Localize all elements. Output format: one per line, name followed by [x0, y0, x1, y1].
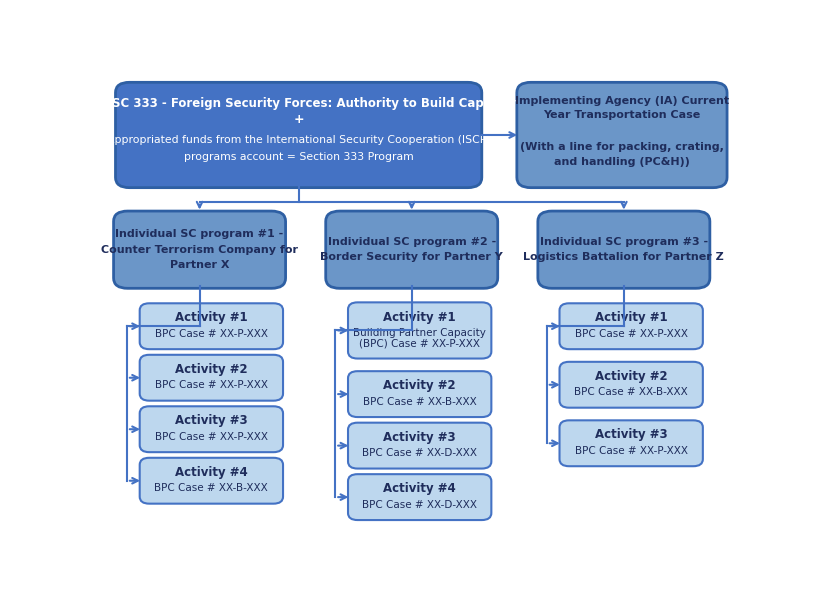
FancyBboxPatch shape	[326, 211, 497, 288]
Text: BPC Case # XX-P-XXX: BPC Case # XX-P-XXX	[575, 329, 688, 339]
FancyBboxPatch shape	[538, 211, 710, 288]
Text: Appropriated funds from the International Security Cooperation (ISCP): Appropriated funds from the Internationa…	[107, 135, 491, 145]
Text: Building Partner Capacity: Building Partner Capacity	[353, 328, 486, 338]
Text: BPC Case # XX-P-XXX: BPC Case # XX-P-XXX	[155, 432, 268, 442]
Text: Individual SC program #3 -: Individual SC program #3 -	[540, 237, 708, 247]
Text: BPC Case # XX-P-XXX: BPC Case # XX-P-XXX	[575, 446, 688, 456]
Text: (With a line for packing, crating,: (With a line for packing, crating,	[520, 142, 724, 151]
Text: BPC Case # XX-P-XXX: BPC Case # XX-P-XXX	[155, 380, 268, 390]
Text: Activity #2: Activity #2	[383, 379, 456, 392]
Text: Implementing Agency (IA) Current: Implementing Agency (IA) Current	[515, 96, 729, 106]
FancyBboxPatch shape	[140, 406, 283, 452]
Text: Activity #3: Activity #3	[383, 430, 456, 444]
FancyBboxPatch shape	[348, 423, 492, 469]
Text: BPC Case # XX-B-XXX: BPC Case # XX-B-XXX	[155, 483, 268, 493]
FancyBboxPatch shape	[140, 458, 283, 503]
Text: Logistics Battalion for Partner Z: Logistics Battalion for Partner Z	[524, 252, 724, 263]
FancyBboxPatch shape	[517, 82, 727, 188]
FancyBboxPatch shape	[113, 211, 285, 288]
FancyBboxPatch shape	[140, 303, 283, 349]
Text: Activity #2: Activity #2	[595, 370, 667, 383]
Text: Activity #1: Activity #1	[175, 311, 247, 324]
Text: BPC Case # XX-D-XXX: BPC Case # XX-D-XXX	[363, 500, 478, 510]
FancyBboxPatch shape	[348, 371, 492, 417]
Text: 10 USC 333 - Foreign Security Forces: Authority to Build Capacity: 10 USC 333 - Foreign Security Forces: Au…	[81, 97, 515, 109]
Text: +: +	[293, 113, 304, 126]
Text: Activity #1: Activity #1	[383, 311, 456, 324]
FancyBboxPatch shape	[560, 303, 703, 349]
FancyBboxPatch shape	[348, 302, 492, 359]
Text: Year Transportation Case: Year Transportation Case	[543, 110, 700, 120]
Text: Activity #3: Activity #3	[595, 429, 667, 441]
FancyBboxPatch shape	[140, 355, 283, 401]
Text: Individual SC program #2 -: Individual SC program #2 -	[328, 237, 496, 247]
Text: Border Security for Partner Y: Border Security for Partner Y	[321, 252, 503, 263]
Text: programs account = Section 333 Program: programs account = Section 333 Program	[184, 153, 413, 162]
FancyBboxPatch shape	[560, 420, 703, 466]
Text: Activity #3: Activity #3	[175, 414, 247, 427]
Text: Partner X: Partner X	[170, 260, 229, 270]
Text: BPC Case # XX-B-XXX: BPC Case # XX-B-XXX	[575, 387, 688, 397]
Text: Activity #2: Activity #2	[175, 363, 247, 376]
Text: Counter Terrorism Company for: Counter Terrorism Company for	[101, 244, 298, 255]
Text: Activity #4: Activity #4	[175, 466, 247, 479]
Text: BPC Case # XX-B-XXX: BPC Case # XX-B-XXX	[363, 396, 477, 407]
FancyBboxPatch shape	[115, 82, 482, 188]
Text: and handling (PC&H)): and handling (PC&H))	[554, 157, 690, 167]
Text: BPC Case # XX-D-XXX: BPC Case # XX-D-XXX	[363, 448, 478, 458]
FancyBboxPatch shape	[348, 474, 492, 520]
FancyBboxPatch shape	[560, 362, 703, 408]
Text: BPC Case # XX-P-XXX: BPC Case # XX-P-XXX	[155, 329, 268, 339]
Text: Individual SC program #1 -: Individual SC program #1 -	[115, 229, 284, 239]
Text: Activity #4: Activity #4	[383, 482, 456, 495]
Text: (BPC) Case # XX-P-XXX: (BPC) Case # XX-P-XXX	[359, 338, 480, 348]
Text: Activity #1: Activity #1	[595, 311, 667, 324]
